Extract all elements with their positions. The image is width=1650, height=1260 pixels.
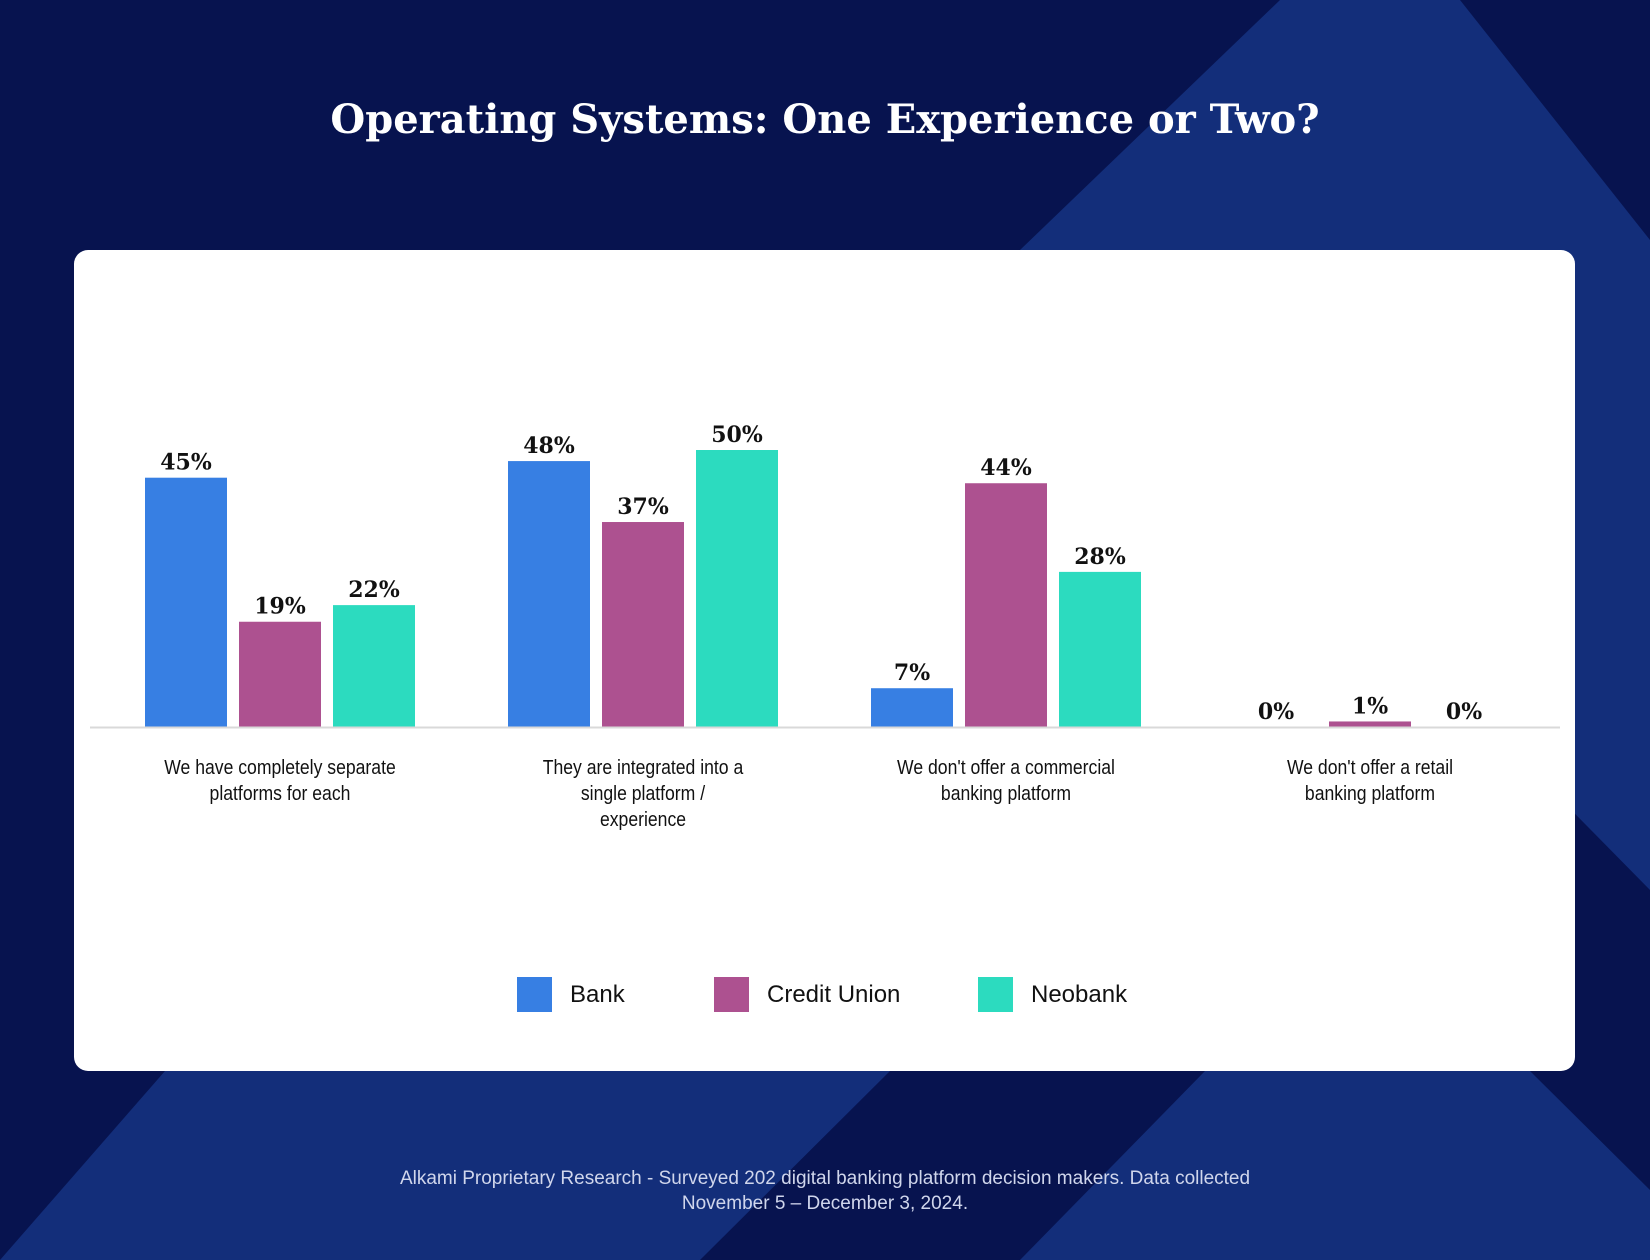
x-tick-label-line: single platform / xyxy=(580,783,706,805)
data-label: 22% xyxy=(348,577,400,603)
legend-item-bank: Bank xyxy=(517,977,625,1012)
bar-credit-union xyxy=(965,483,1047,727)
footer-note: Alkami Proprietary Research - Surveyed 2… xyxy=(0,1166,1650,1216)
x-tick-label-line: banking platform xyxy=(940,783,1072,805)
data-label: 44% xyxy=(980,455,1032,481)
data-label: 48% xyxy=(523,433,575,459)
legend-label: Credit Union xyxy=(767,980,901,1008)
bar-chart: 45% 48% 7% 0% 19% 37% 44% 1% 22% 50% 28% 0% xyxy=(90,422,1560,729)
x-tick-label-line: We have completely separate xyxy=(164,757,396,779)
bar-neobank xyxy=(333,605,415,727)
bar-bank xyxy=(145,477,227,727)
x-tick-label: We don't offer a retail banking platform xyxy=(1238,755,1502,807)
x-tick-label: We don't offer a commercial banking platf… xyxy=(874,755,1138,807)
footer-line: November 5 – December 3, 2024. xyxy=(681,1193,969,1214)
x-tick-label: We have completely separate platforms for… xyxy=(148,755,412,807)
data-label: 45% xyxy=(160,450,212,476)
x-tick-label-line: experience xyxy=(599,809,687,831)
bar-credit-union xyxy=(239,621,321,727)
x-tick-label-line: banking platform xyxy=(1304,783,1436,805)
legend: Bank Credit Union Neobank xyxy=(74,977,1575,1017)
data-label: 50% xyxy=(711,422,763,448)
data-label: 1% xyxy=(1352,693,1388,719)
x-tick-label-line: We don't offer a retail xyxy=(1286,757,1454,779)
x-tick-label-line: platforms for each xyxy=(209,783,351,805)
chart-card: 45% 48% 7% 0% 19% 37% 44% 1% 22% 50% 28% 0% We have… xyxy=(74,250,1575,1071)
background-stripe xyxy=(1020,1071,1650,1260)
bar-neobank xyxy=(696,450,778,727)
data-label: 37% xyxy=(617,494,669,520)
data-label: 7% xyxy=(894,660,930,686)
bar-credit-union xyxy=(1329,721,1411,727)
bar-bank xyxy=(508,461,590,727)
footer-line: Alkami Proprietary Research - Surveyed 2… xyxy=(399,1168,1251,1189)
data-label: 19% xyxy=(254,594,306,620)
legend-swatch xyxy=(517,977,552,1012)
legend-swatch xyxy=(714,977,749,1012)
data-label: 0% xyxy=(1446,699,1482,725)
page-title: Operating Systems: One Experience or Two… xyxy=(330,96,1320,143)
legend-item-credit-union: Credit Union xyxy=(714,977,900,1012)
data-label: 28% xyxy=(1074,544,1126,570)
bar-credit-union xyxy=(602,522,684,727)
legend-label: Neobank xyxy=(1031,980,1128,1008)
x-tick-label-line: They are integrated into a xyxy=(542,757,744,779)
x-tick-label-line: We don't offer a commercial xyxy=(897,757,1115,779)
legend-item-neobank: Neobank xyxy=(978,977,1127,1012)
bar-neobank xyxy=(1059,571,1141,727)
legend-swatch xyxy=(978,977,1013,1012)
data-label: 0% xyxy=(1258,699,1294,725)
bar-bank xyxy=(871,688,953,727)
background-stripe xyxy=(0,1071,890,1260)
legend-label: Bank xyxy=(570,980,625,1008)
x-tick-label: They are integrated into a single platfor… xyxy=(511,755,775,833)
